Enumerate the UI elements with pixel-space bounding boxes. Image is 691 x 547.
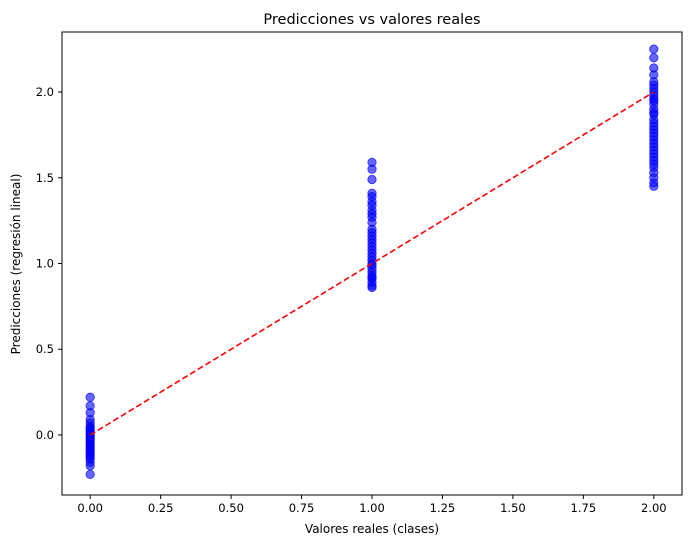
x-tick-label: 1.00 xyxy=(359,501,385,515)
data-point xyxy=(367,164,377,174)
data-point xyxy=(85,469,95,480)
y-tick-label: 1.5 xyxy=(36,171,54,185)
y-tick-label: 2.0 xyxy=(36,85,54,99)
x-axis-ticks: 0.00 0.25 0.50 0.75 1.00 1.25 1.50 1.75 2.00 xyxy=(77,495,667,515)
x-tick-label: 0.00 xyxy=(77,501,103,515)
y-axis-label: Predicciones (regresión lineal) xyxy=(9,174,23,355)
data-point xyxy=(649,181,659,191)
x-tick-label: 0.75 xyxy=(289,501,315,515)
data-point xyxy=(649,53,659,63)
x-tick-label: 0.25 xyxy=(148,501,174,515)
x-tick-label: 1.50 xyxy=(500,501,526,515)
y-tick-label: 0.0 xyxy=(36,428,54,442)
chart-title: Predicciones vs valores reales xyxy=(263,12,480,28)
data-point xyxy=(649,95,659,106)
data-point xyxy=(367,282,377,293)
data-point xyxy=(85,461,95,471)
y-tick-label: 0.5 xyxy=(36,342,54,356)
data-point xyxy=(649,107,659,118)
x-tick-label: 1.75 xyxy=(571,501,597,515)
reference-line-layer xyxy=(89,91,655,436)
y-axis-ticks: 0.0 0.5 1.0 1.5 2.0 xyxy=(36,85,62,442)
x-tick-label: 1.25 xyxy=(430,501,456,515)
data-point xyxy=(85,392,95,402)
reference-line xyxy=(89,91,655,436)
y-tick-label: 1.0 xyxy=(36,257,54,271)
x-axis-label: Valores reales (clases) xyxy=(305,522,439,536)
data-point xyxy=(367,174,377,185)
x-tick-label: 0.50 xyxy=(218,501,244,515)
data-point xyxy=(649,44,659,54)
points-layer xyxy=(85,44,659,480)
x-tick-label: 2.00 xyxy=(641,501,667,515)
